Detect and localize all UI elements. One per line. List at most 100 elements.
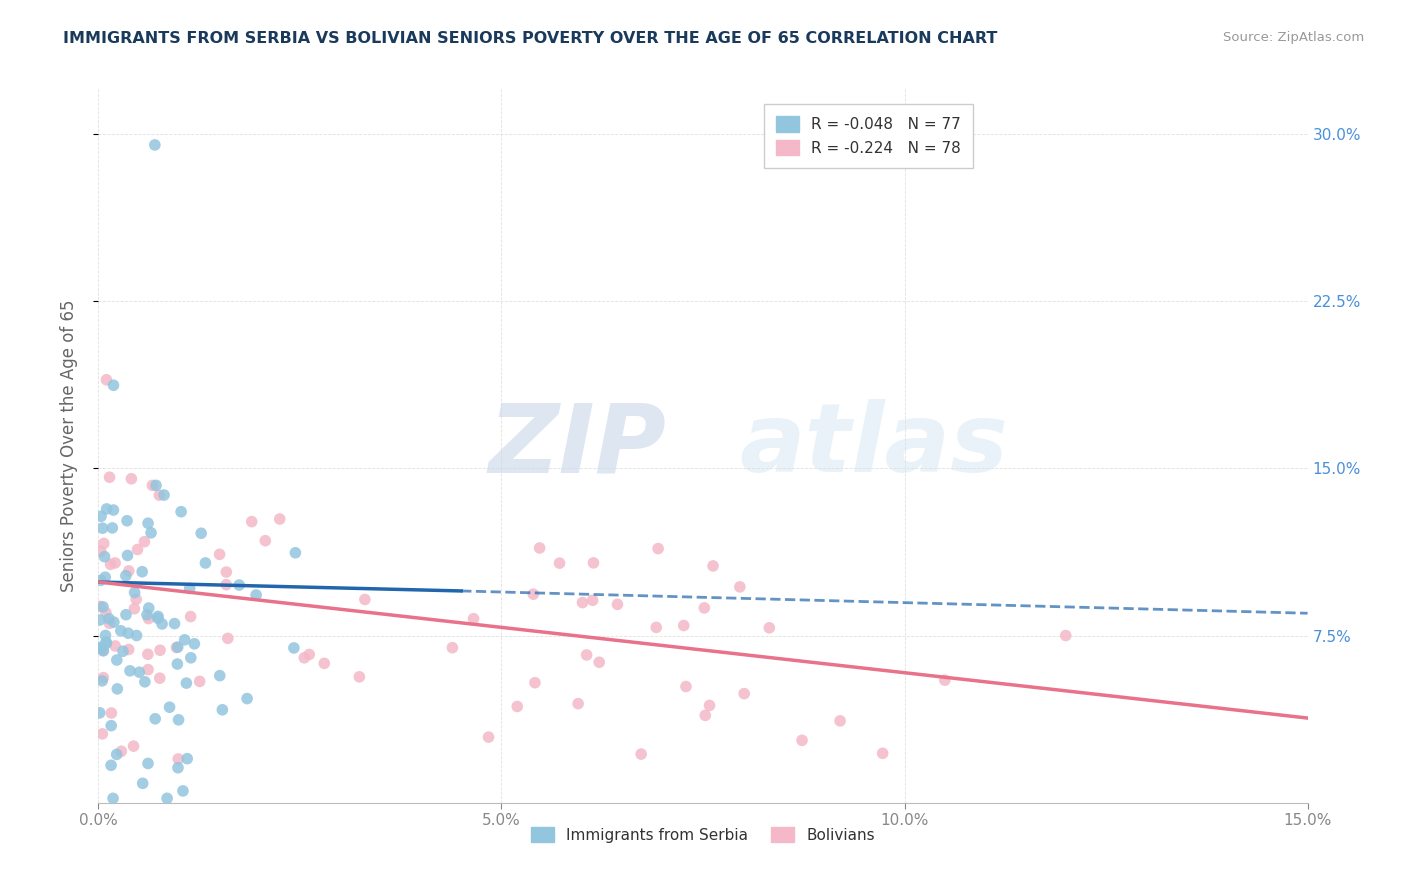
Point [90,509,112,524]
Point [153,488,176,502]
Point [118,642,141,657]
Point [141,478,163,492]
Point [529,541,551,555]
Point [148,488,170,502]
Text: IMMIGRANTS FROM SERBIA VS BOLIVIAN SENIORS POVERTY OVER THE AGE OF 65 CORRELATIO: IMMIGRANTS FROM SERBIA VS BOLIVIAN SENIO… [63,31,998,46]
Point [104,556,127,570]
Point [117,549,139,563]
Point [934,673,956,687]
Point [124,601,146,615]
Point [606,598,628,612]
Point [188,674,211,689]
Point [170,505,193,519]
Point [136,647,159,661]
Point [138,611,160,625]
Legend: Immigrants from Serbia, Bolivians: Immigrants from Serbia, Bolivians [524,821,882,848]
Point [94,635,117,649]
Point [94,570,117,584]
Point [115,607,138,622]
Point [523,675,546,690]
Point [89,599,111,614]
Point [173,632,195,647]
Point [630,747,652,761]
Point [575,648,598,662]
Point [176,676,198,690]
Point [120,472,142,486]
Point [125,628,148,642]
Point [156,791,179,805]
Point [166,657,188,671]
Text: ZIP: ZIP [489,400,666,492]
Point [298,648,321,662]
Point [167,713,190,727]
Point [283,640,305,655]
Point [733,687,755,701]
Point [165,640,187,655]
Point [136,663,159,677]
Point [134,674,156,689]
Point [131,565,153,579]
Point [134,534,156,549]
Point [217,632,239,646]
Point [828,714,851,728]
Point [143,712,166,726]
Point [292,650,315,665]
Point [208,547,231,561]
Point [163,616,186,631]
Point [139,525,162,540]
Point [94,628,117,642]
Point [125,592,148,607]
Point [146,609,169,624]
Point [702,558,724,573]
Point [675,680,697,694]
Point [582,556,605,570]
Point [166,640,188,655]
Point [506,699,529,714]
Point [211,703,233,717]
Point [215,577,238,591]
Point [101,791,124,805]
Point [110,744,132,758]
Point [180,650,202,665]
Point [118,564,141,578]
Point [146,611,169,625]
Point [94,606,117,620]
Point [672,618,695,632]
Point [103,378,125,392]
Point [136,756,159,771]
Point [89,706,111,720]
Point [254,533,277,548]
Point [728,580,751,594]
Point [96,502,118,516]
Y-axis label: Seniors Poverty Over the Age of 65: Seniors Poverty Over the Age of 65 [59,300,77,592]
Point [118,664,141,678]
Point [96,373,118,387]
Point [115,514,138,528]
Point [93,549,115,564]
Point [240,515,263,529]
Point [284,546,307,560]
Point [138,601,160,615]
Point [90,574,112,588]
Point [100,706,122,720]
Point [645,620,668,634]
Point [90,544,112,558]
Point [176,752,198,766]
Point [124,585,146,599]
Point [582,593,605,607]
Point [149,643,172,657]
Point [180,609,202,624]
Point [872,747,894,761]
Point [647,541,669,556]
Point [699,698,721,713]
Point [228,578,250,592]
Point [167,752,190,766]
Point [183,637,205,651]
Point [208,668,231,682]
Point [477,730,499,744]
Point [236,691,259,706]
Point [548,556,571,570]
Point [136,607,159,622]
Point [96,636,118,650]
Point [194,556,217,570]
